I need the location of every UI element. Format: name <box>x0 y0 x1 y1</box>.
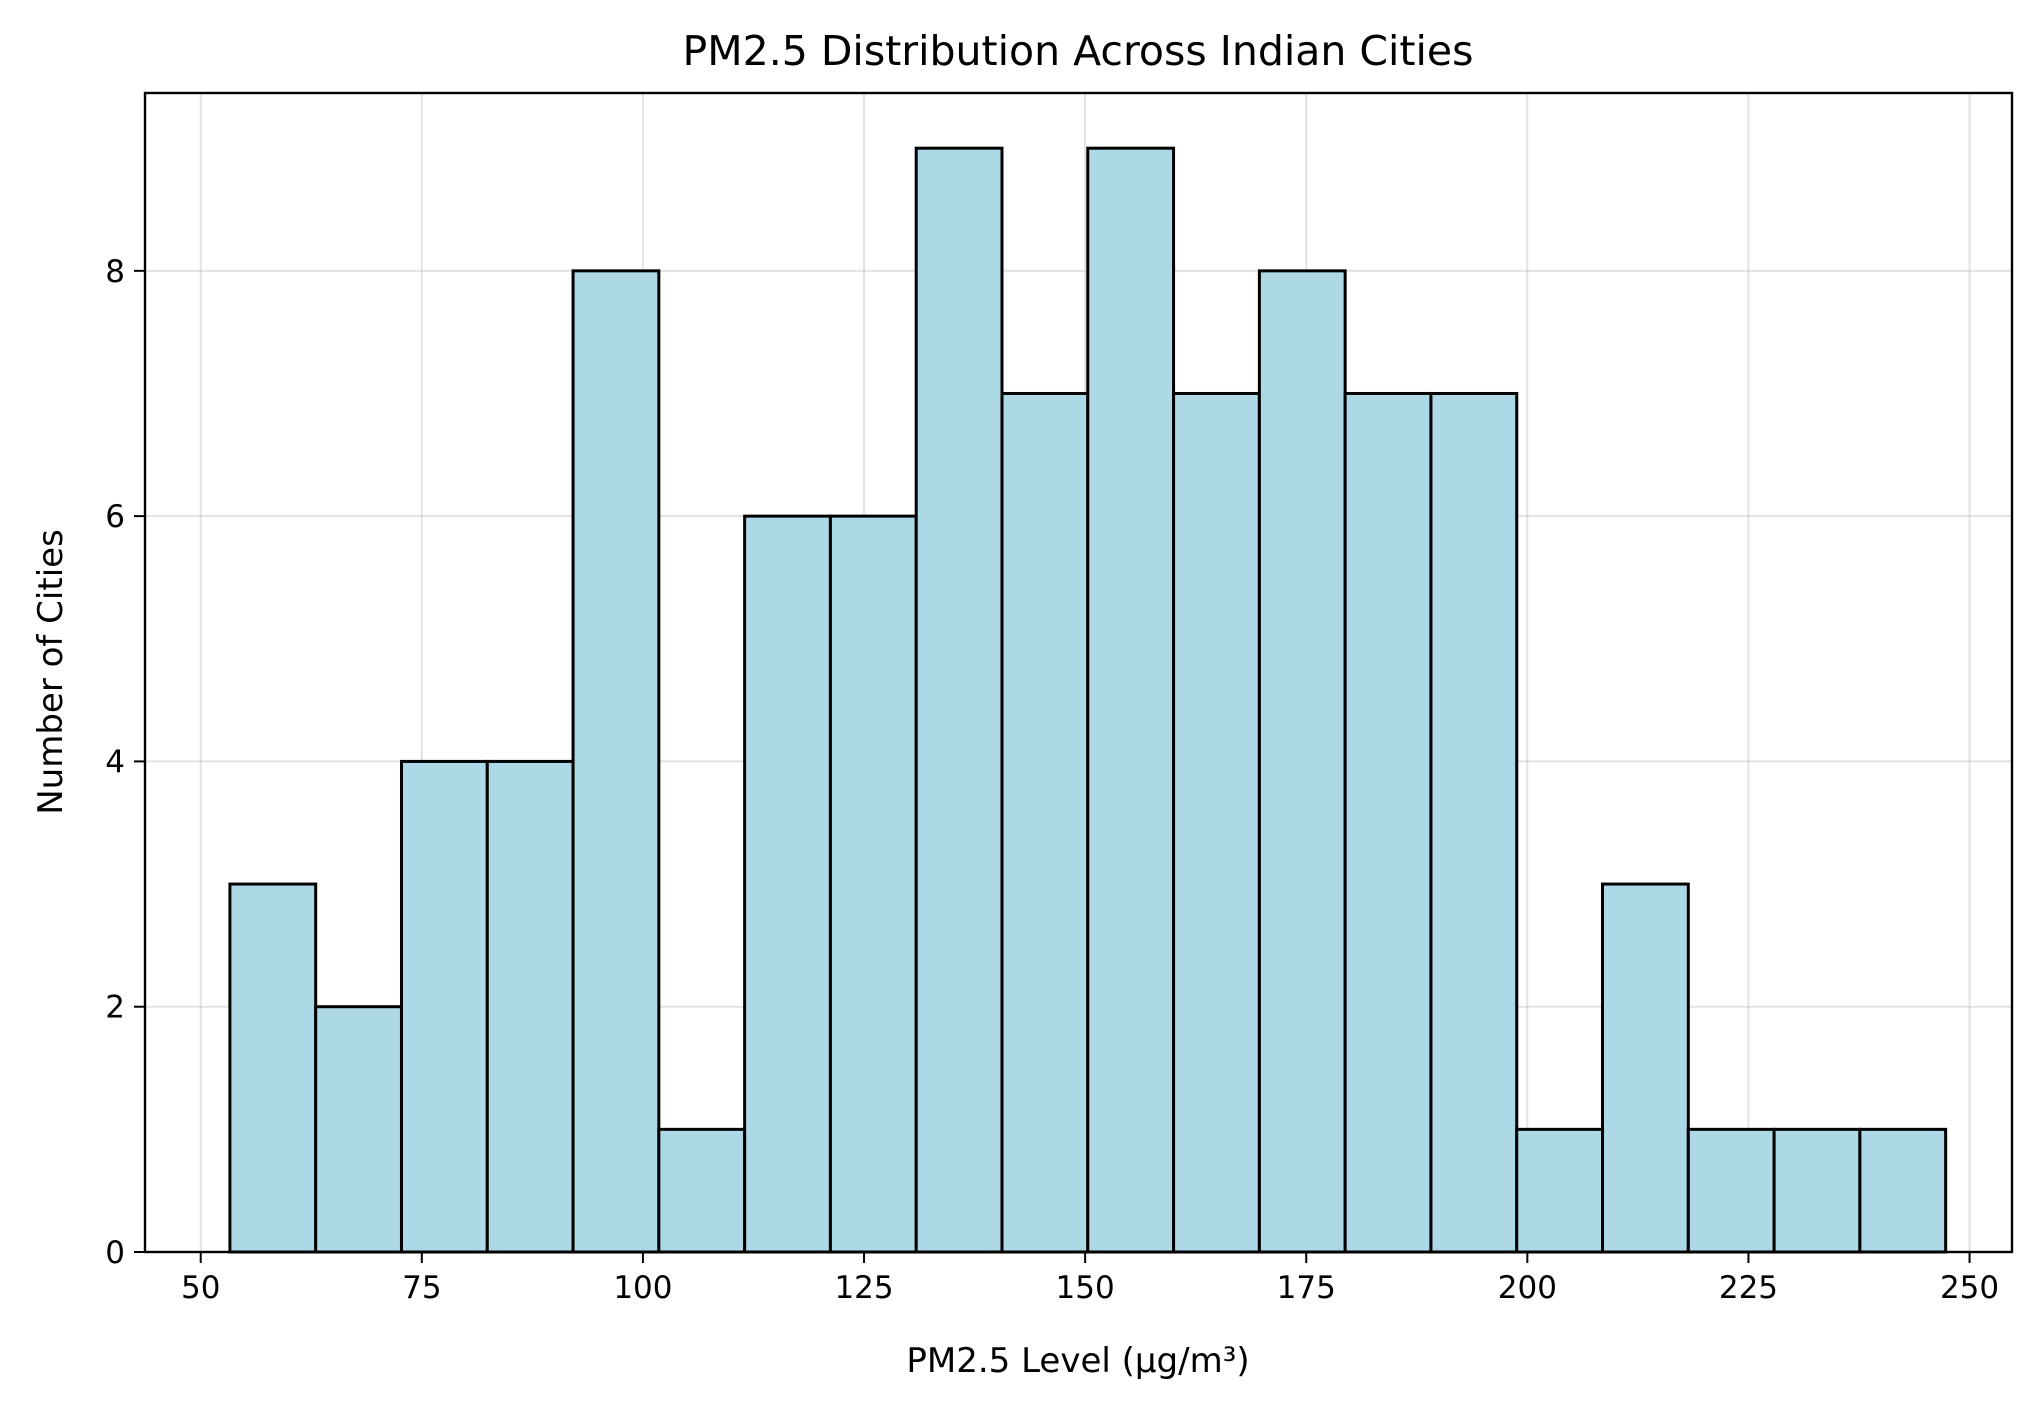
x-tick-label: 250 <box>1940 1270 1999 1306</box>
y-axis-ticks: 0 2 4 6 8 <box>105 254 145 1271</box>
histogram-bar <box>1086 146 1176 1254</box>
histogram-bar <box>485 759 575 1254</box>
x-tick-label: 225 <box>1719 1270 1778 1306</box>
histogram-bar <box>1343 391 1433 1254</box>
histogram-bar <box>571 269 661 1254</box>
histogram-bar <box>743 514 832 1254</box>
histogram-bar <box>1858 1127 1948 1254</box>
plot-frame <box>143 91 2014 1254</box>
histogram-bar <box>657 1127 747 1254</box>
y-tick-label: 4 <box>105 744 125 780</box>
x-tick-label: 75 <box>402 1270 441 1306</box>
x-tick-label: 200 <box>1498 1270 1557 1306</box>
x-tick-label: 100 <box>613 1270 672 1306</box>
histogram-bar <box>1515 1127 1605 1254</box>
x-tick-label: 150 <box>1056 1270 1115 1306</box>
histogram-bar <box>1429 391 1519 1254</box>
x-tick-label: 125 <box>834 1270 893 1306</box>
y-tick-label: 8 <box>105 254 125 290</box>
x-tick-label: 175 <box>1277 1270 1336 1306</box>
histogram-bar <box>1172 391 1261 1254</box>
bars-layer <box>228 146 1948 1254</box>
histogram-bar <box>314 1005 403 1254</box>
y-axis-label: Number of Cities <box>31 529 71 815</box>
x-tick-label: 50 <box>181 1270 220 1306</box>
y-tick-label: 0 <box>105 1235 125 1271</box>
histogram-bar <box>399 759 489 1254</box>
histogram-bar <box>1772 1127 1862 1254</box>
histogram-bar <box>1000 391 1090 1254</box>
histogram-bar <box>914 146 1004 1254</box>
histogram-bar <box>1257 269 1347 1254</box>
x-axis-ticks: 50 75 100 125 150 175 200 225 250 <box>181 1252 1999 1306</box>
y-tick-label: 6 <box>105 499 125 535</box>
histogram-bar <box>1601 882 1690 1254</box>
x-axis-label: PM2.5 Level (µg/m³) <box>906 1341 1249 1381</box>
histogram-bar <box>228 882 318 1254</box>
chart-title: PM2.5 Distribution Across Indian Cities <box>683 27 1474 75</box>
histogram-bar <box>828 514 918 1254</box>
y-tick-label: 2 <box>105 990 125 1026</box>
histogram-bar <box>1686 1127 1776 1254</box>
